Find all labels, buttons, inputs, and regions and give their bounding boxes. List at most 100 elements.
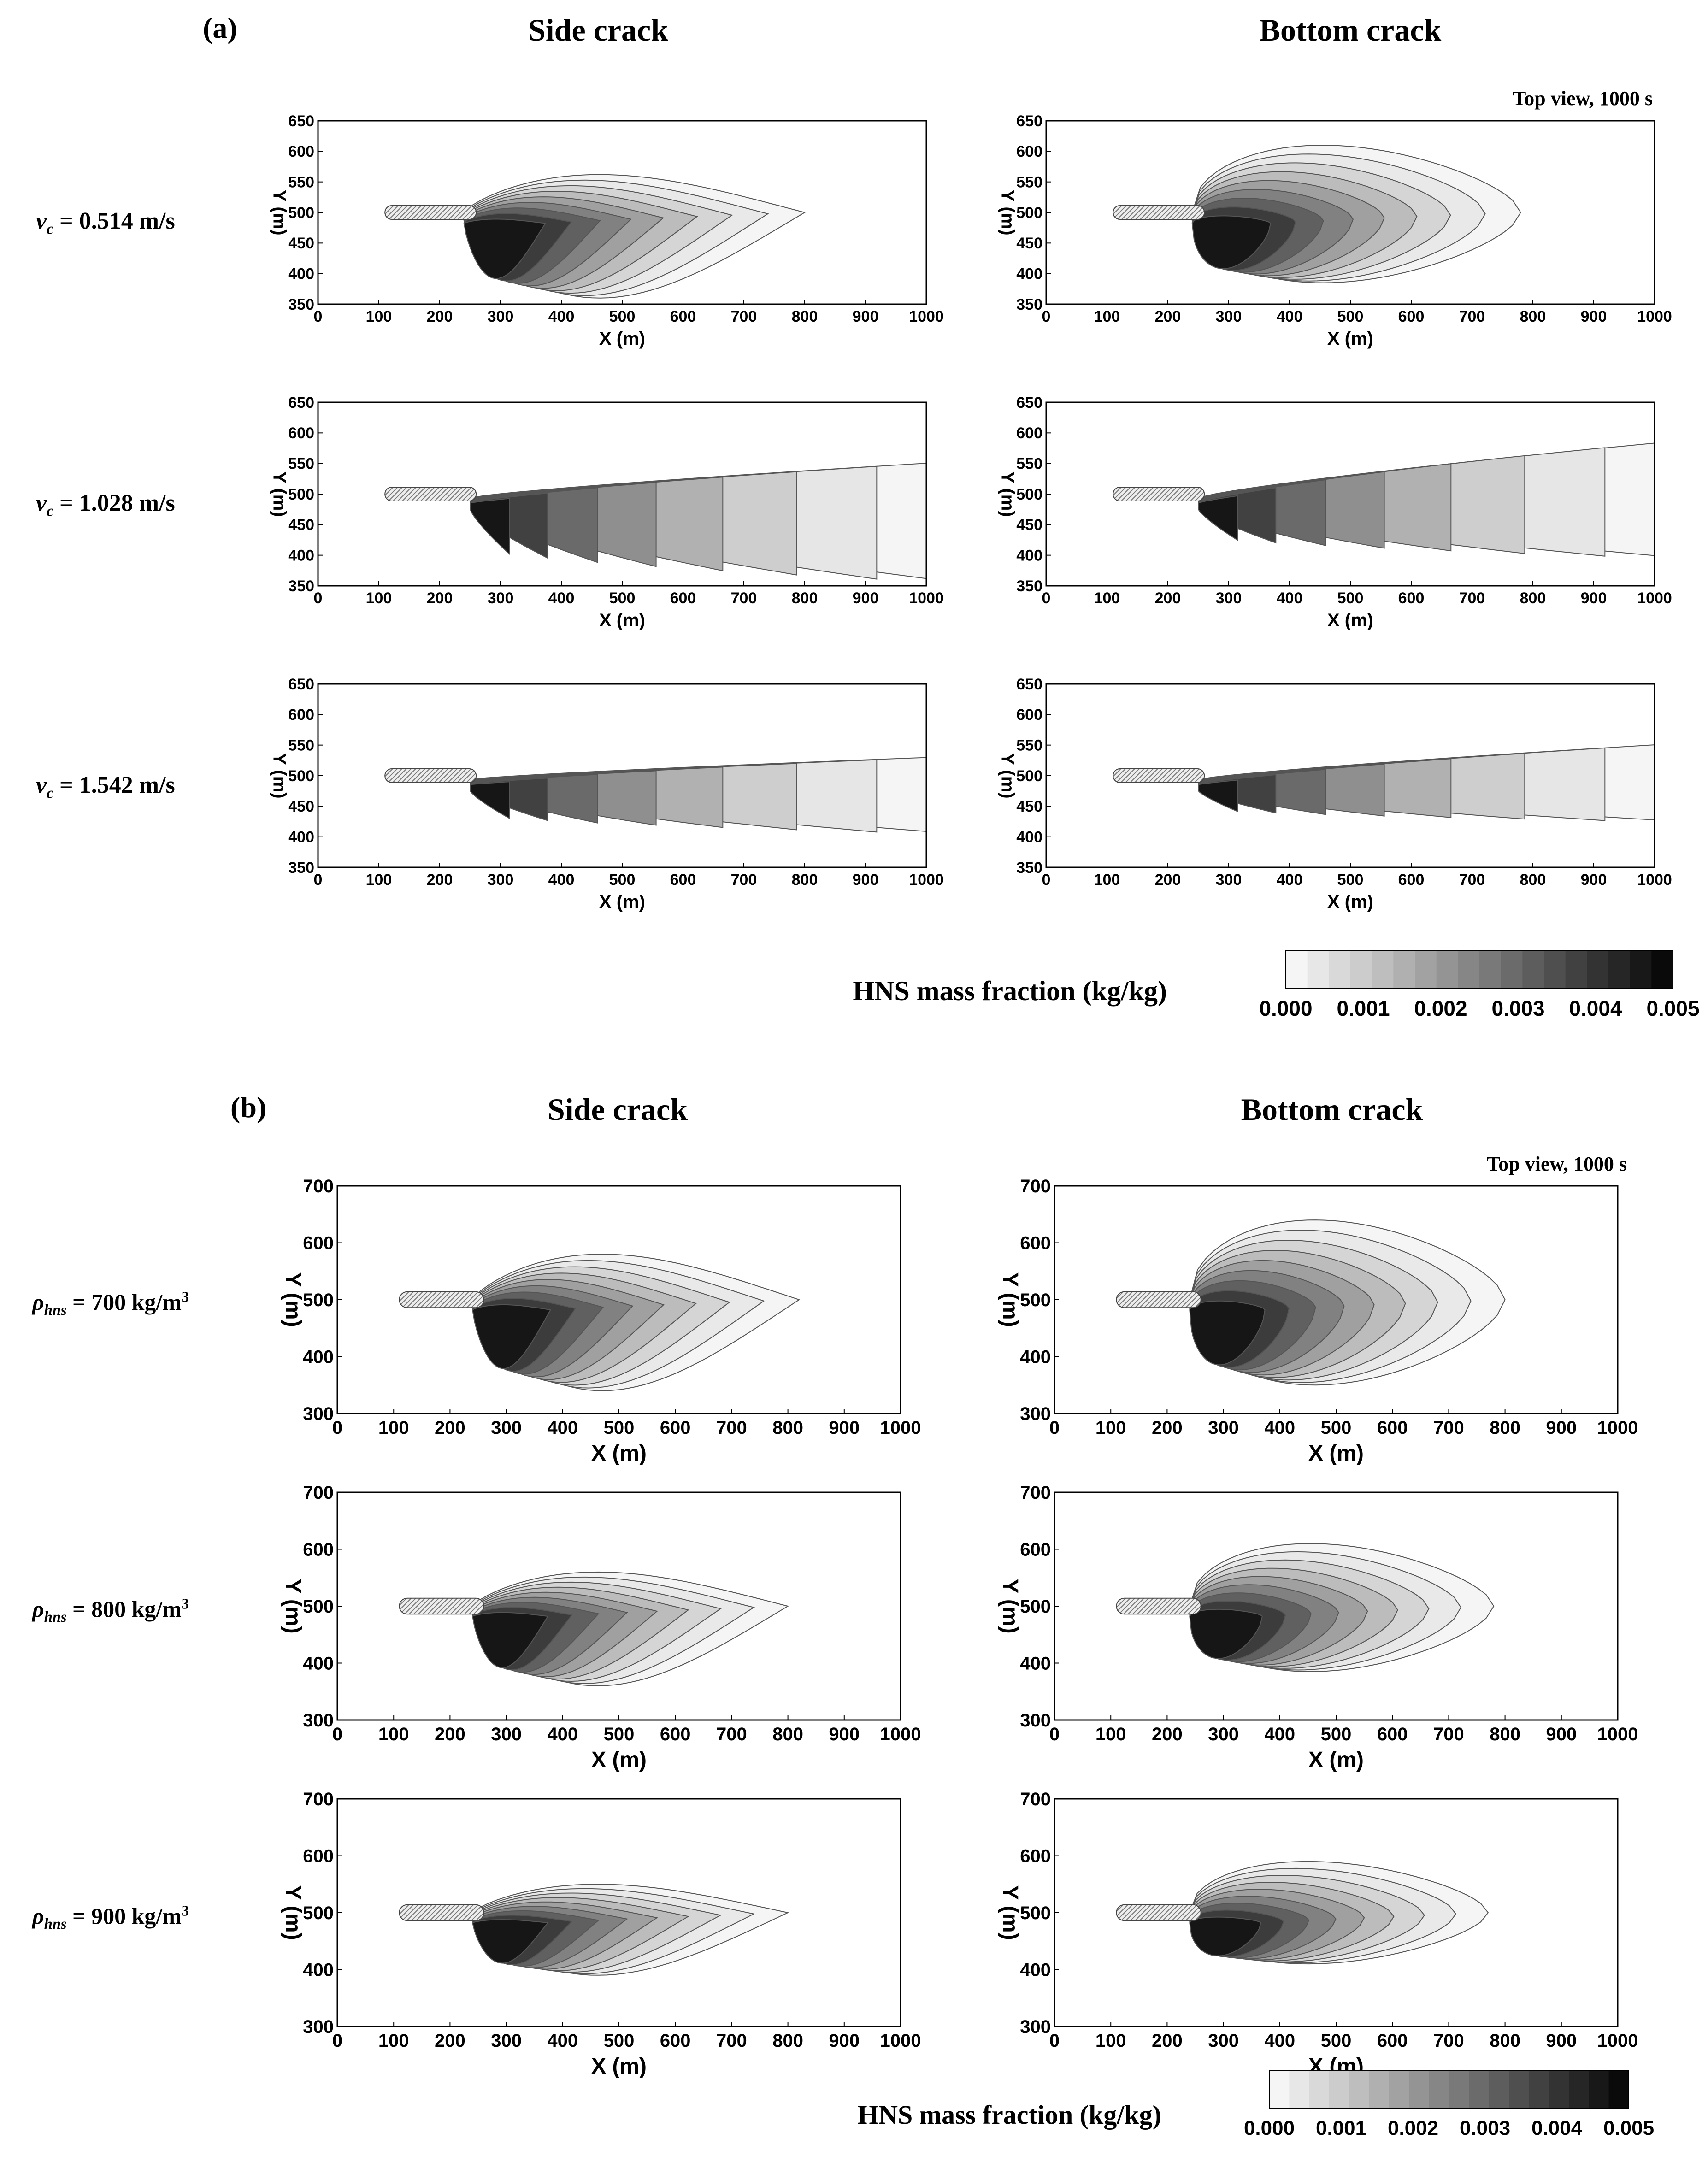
contour-level — [1198, 779, 1238, 813]
x-tick-label: 1000 — [1637, 308, 1672, 325]
y-axis-label: Y (m) — [998, 1885, 1022, 1940]
x-tick-label: 300 — [1216, 589, 1242, 607]
column-title-side: Side crack — [548, 1092, 688, 1127]
y-tick-label: 500 — [1020, 1596, 1051, 1617]
colorbar-swatch — [1309, 2070, 1330, 2108]
x-tick-label: 300 — [491, 1724, 522, 1744]
x-tick-label: 1000 — [1597, 2031, 1638, 2051]
x-tick-label: 300 — [488, 308, 514, 325]
y-axis-label: Y (m) — [998, 753, 1018, 798]
colorbar-tick-label: 0.004 — [1569, 996, 1622, 1020]
x-tick-label: 400 — [548, 589, 575, 607]
colorbar-tick-label: 0.000 — [1259, 996, 1312, 1020]
x-tick-label: 500 — [1337, 589, 1364, 607]
y-tick-label: 550 — [288, 737, 314, 754]
x-tick-label: 100 — [378, 2031, 409, 2051]
colorbar: 0.000 0.001 0.002 0.003 0.004 0.005 HNS mass f… — [853, 950, 1700, 1020]
x-tick-label: 900 — [1546, 1418, 1577, 1438]
y-tick-label: 400 — [303, 1347, 334, 1367]
row-label: ρhns = 900 kg/m3 — [31, 1903, 189, 1933]
contour-level — [1191, 215, 1272, 269]
colorbar-swatch — [1349, 2070, 1370, 2108]
y-tick-label: 600 — [303, 1540, 334, 1560]
y-axis-label: Y (m) — [281, 1579, 305, 1633]
y-tick-label: 700 — [1020, 1483, 1051, 1503]
x-tick-label: 100 — [366, 308, 392, 325]
x-axis-label: X (m) — [1308, 1748, 1364, 1772]
colorbar-swatch — [1409, 2070, 1430, 2108]
y-tick-label: 300 — [1020, 1710, 1051, 1731]
x-tick-label: 200 — [435, 1418, 465, 1438]
y-tick-label: 300 — [303, 1404, 334, 1424]
colorbar-tick-label: 0.002 — [1388, 2117, 1438, 2139]
colorbar-swatch — [1529, 2070, 1549, 2108]
y-tick-label: 400 — [303, 1960, 334, 1980]
y-tick-label: 550 — [288, 455, 314, 473]
y-axis-label: Y (m) — [270, 471, 290, 517]
x-tick-label: 500 — [1321, 1724, 1352, 1744]
x-tick-label: 300 — [1208, 2031, 1239, 2051]
contour-level — [472, 1919, 549, 1964]
x-tick-label: 600 — [1377, 2031, 1408, 2051]
colorbar-swatch — [1329, 2070, 1349, 2108]
contour-plot: 0 100 200 300 400 500 600 700 800 900 1000 350 400 45… — [270, 676, 944, 912]
ship-hull — [399, 1291, 484, 1308]
y-tick-label: 600 — [288, 143, 314, 160]
view-note: Top view, 1000 s — [1487, 1153, 1627, 1175]
x-tick-label: 200 — [1152, 1418, 1183, 1438]
x-tick-label: 800 — [1490, 2031, 1520, 2051]
x-axis-label: X (m) — [599, 329, 645, 349]
y-tick-label: 500 — [1020, 1903, 1051, 1923]
ship-hull — [384, 768, 477, 783]
x-tick-label: 700 — [1459, 589, 1485, 607]
x-tick-label: 200 — [427, 589, 453, 607]
y-tick-label: 300 — [303, 1710, 334, 1731]
x-axis-label: X (m) — [591, 1748, 647, 1772]
x-tick-label: 900 — [1581, 871, 1607, 889]
y-tick-label: 400 — [1020, 1960, 1051, 1980]
colorbar-tick-label: 0.001 — [1316, 2117, 1366, 2139]
ship-hull — [1116, 1597, 1201, 1615]
x-tick-label: 700 — [716, 1724, 747, 1744]
colorbar-swatch — [1565, 950, 1587, 988]
x-tick-label: 1000 — [1597, 1724, 1638, 1744]
x-tick-label: 800 — [772, 1418, 803, 1438]
x-tick-label: 0 — [314, 308, 323, 325]
y-axis-label: Y (m) — [281, 1885, 305, 1940]
contour-plot: 0 100 200 300 400 500 600 700 800 900 1000 300 400 50… — [998, 1176, 1638, 1466]
row-label: vc = 1.542 m/s — [36, 772, 175, 801]
x-tick-label: 0 — [332, 1724, 342, 1744]
y-tick-label: 400 — [288, 829, 314, 846]
y-tick-label: 550 — [1016, 737, 1042, 754]
contour-plot: 0 100 200 300 400 500 600 700 800 900 1000 300 400 50… — [998, 1789, 1638, 2079]
colorbar-swatch — [1329, 950, 1351, 988]
x-tick-label: 0 — [1042, 589, 1051, 607]
y-tick-label: 400 — [288, 265, 314, 283]
y-tick-label: 500 — [288, 767, 314, 785]
y-tick-label: 350 — [1016, 296, 1042, 313]
y-axis-label: Y (m) — [270, 753, 290, 798]
x-tick-label: 400 — [1264, 2031, 1295, 2051]
x-tick-label: 300 — [1208, 1418, 1239, 1438]
ship-hull — [399, 1904, 484, 1921]
x-tick-label: 300 — [1216, 308, 1242, 325]
y-tick-label: 450 — [288, 516, 314, 534]
x-tick-label: 100 — [378, 1418, 409, 1438]
colorbar-swatch — [1449, 2070, 1469, 2108]
contour-level — [470, 498, 510, 555]
colorbar-tick-label: 0.003 — [1491, 996, 1544, 1020]
colorbar-swatch — [1458, 950, 1480, 988]
x-tick-label: 1000 — [880, 2031, 921, 2051]
y-tick-label: 300 — [303, 2017, 334, 2037]
panel-letter: (a) — [203, 12, 237, 44]
y-tick-label: 500 — [303, 1290, 334, 1310]
x-axis-label: X (m) — [591, 1441, 647, 1466]
contour-plot: 0 100 200 300 400 500 600 700 800 900 1000 300 400 50… — [281, 1789, 921, 2079]
colorbar-swatch — [1469, 2070, 1490, 2108]
colorbar-swatch — [1415, 950, 1437, 988]
colorbar-swatch — [1307, 950, 1329, 988]
y-tick-label: 400 — [288, 547, 314, 565]
colorbar-swatch — [1608, 2070, 1629, 2108]
y-tick-label: 400 — [1016, 265, 1042, 283]
